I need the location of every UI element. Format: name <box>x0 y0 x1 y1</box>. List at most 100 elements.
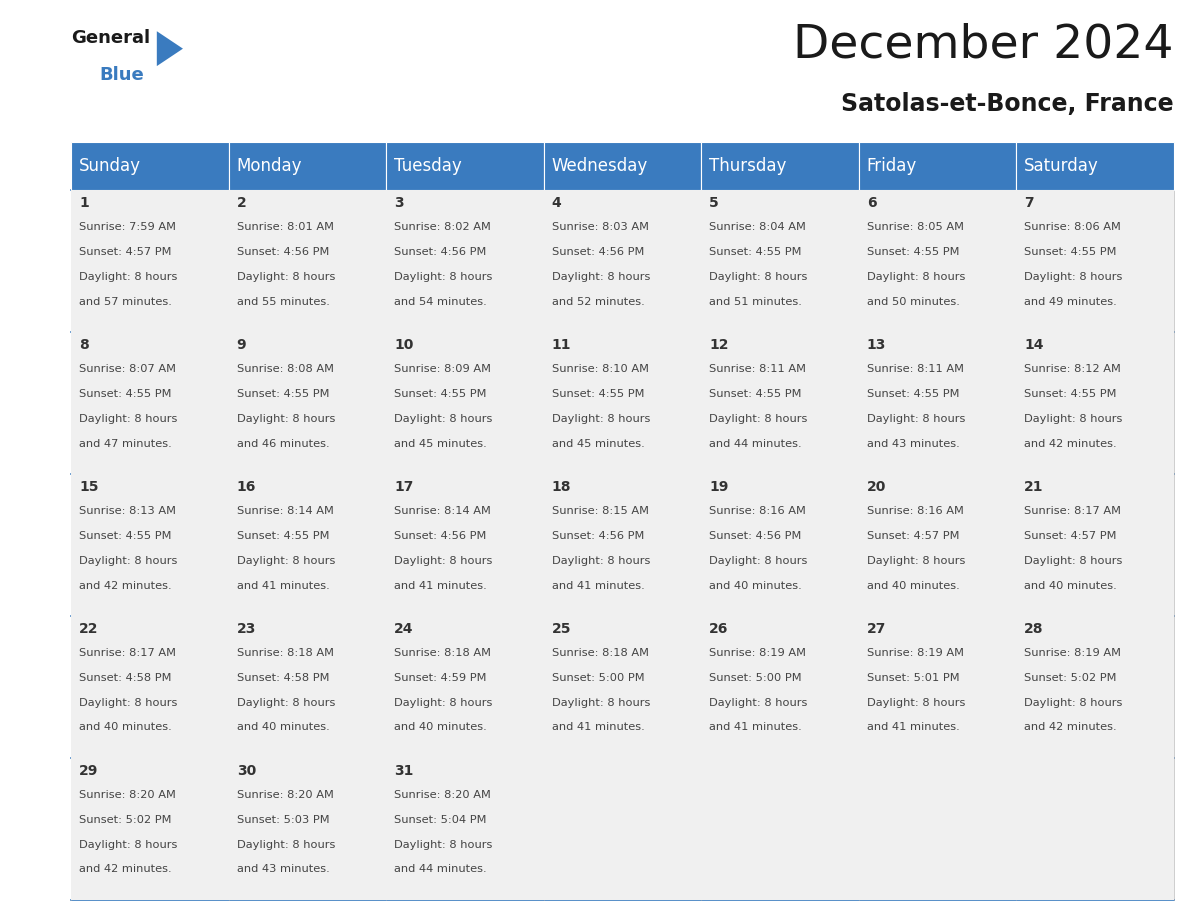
Text: Sunset: 4:57 PM: Sunset: 4:57 PM <box>866 531 959 541</box>
Text: and 41 minutes.: and 41 minutes. <box>551 580 644 590</box>
Text: Sunset: 4:56 PM: Sunset: 4:56 PM <box>394 531 487 541</box>
Text: and 54 minutes.: and 54 minutes. <box>394 297 487 307</box>
Text: Sunset: 4:55 PM: Sunset: 4:55 PM <box>1024 389 1117 399</box>
Text: Sunrise: 8:03 AM: Sunrise: 8:03 AM <box>551 222 649 232</box>
Text: and 45 minutes.: and 45 minutes. <box>551 439 644 449</box>
Text: and 43 minutes.: and 43 minutes. <box>236 865 329 874</box>
Text: Sunset: 5:03 PM: Sunset: 5:03 PM <box>236 814 329 824</box>
Text: and 40 minutes.: and 40 minutes. <box>1024 580 1117 590</box>
Text: Daylight: 8 hours: Daylight: 8 hours <box>80 272 177 282</box>
Text: Sunrise: 8:20 AM: Sunrise: 8:20 AM <box>80 789 176 800</box>
Text: 15: 15 <box>80 480 99 494</box>
Text: 19: 19 <box>709 480 728 494</box>
Text: Sunrise: 7:59 AM: Sunrise: 7:59 AM <box>80 222 176 232</box>
Text: Daylight: 8 hours: Daylight: 8 hours <box>1024 698 1123 708</box>
Text: December 2024: December 2024 <box>794 23 1174 68</box>
Text: 11: 11 <box>551 339 571 353</box>
Text: Sunrise: 8:08 AM: Sunrise: 8:08 AM <box>236 364 334 374</box>
Text: Blue: Blue <box>100 66 145 84</box>
Text: 6: 6 <box>866 196 877 210</box>
Text: Sunrise: 8:06 AM: Sunrise: 8:06 AM <box>1024 222 1121 232</box>
Text: 17: 17 <box>394 480 413 494</box>
Text: Sunrise: 8:17 AM: Sunrise: 8:17 AM <box>1024 506 1121 516</box>
Text: Daylight: 8 hours: Daylight: 8 hours <box>1024 555 1123 565</box>
Text: Sunset: 4:55 PM: Sunset: 4:55 PM <box>866 247 959 257</box>
Text: 16: 16 <box>236 480 257 494</box>
Text: Sunset: 4:59 PM: Sunset: 4:59 PM <box>394 673 487 683</box>
Text: 18: 18 <box>551 480 571 494</box>
Text: Sunday: Sunday <box>80 157 141 175</box>
Text: Friday: Friday <box>866 157 917 175</box>
Text: and 42 minutes.: and 42 minutes. <box>1024 439 1117 449</box>
Text: Sunset: 4:58 PM: Sunset: 4:58 PM <box>236 673 329 683</box>
Text: Daylight: 8 hours: Daylight: 8 hours <box>866 272 965 282</box>
Text: Sunrise: 8:07 AM: Sunrise: 8:07 AM <box>80 364 176 374</box>
Text: and 41 minutes.: and 41 minutes. <box>551 722 644 733</box>
Text: and 55 minutes.: and 55 minutes. <box>236 297 329 307</box>
Text: and 41 minutes.: and 41 minutes. <box>394 580 487 590</box>
Text: Daylight: 8 hours: Daylight: 8 hours <box>709 414 808 424</box>
Text: 1: 1 <box>80 196 89 210</box>
Text: Sunset: 5:04 PM: Sunset: 5:04 PM <box>394 814 487 824</box>
Text: Sunrise: 8:16 AM: Sunrise: 8:16 AM <box>866 506 963 516</box>
Text: and 46 minutes.: and 46 minutes. <box>236 439 329 449</box>
Text: 8: 8 <box>80 339 89 353</box>
Text: and 41 minutes.: and 41 minutes. <box>866 722 960 733</box>
Text: Sunrise: 8:04 AM: Sunrise: 8:04 AM <box>709 222 805 232</box>
Text: and 52 minutes.: and 52 minutes. <box>551 297 644 307</box>
Text: Daylight: 8 hours: Daylight: 8 hours <box>236 555 335 565</box>
Text: 2: 2 <box>236 196 246 210</box>
Text: 25: 25 <box>551 622 571 636</box>
Text: Sunset: 4:55 PM: Sunset: 4:55 PM <box>866 389 959 399</box>
Text: Daylight: 8 hours: Daylight: 8 hours <box>1024 414 1123 424</box>
Text: Sunset: 4:55 PM: Sunset: 4:55 PM <box>80 389 171 399</box>
Text: Sunset: 4:56 PM: Sunset: 4:56 PM <box>236 247 329 257</box>
Text: Sunset: 4:57 PM: Sunset: 4:57 PM <box>1024 531 1117 541</box>
Text: Sunrise: 8:12 AM: Sunrise: 8:12 AM <box>1024 364 1121 374</box>
Text: Sunset: 5:02 PM: Sunset: 5:02 PM <box>80 814 171 824</box>
Text: Sunrise: 8:02 AM: Sunrise: 8:02 AM <box>394 222 491 232</box>
Text: Daylight: 8 hours: Daylight: 8 hours <box>80 555 177 565</box>
Text: Sunrise: 8:10 AM: Sunrise: 8:10 AM <box>551 364 649 374</box>
Text: Daylight: 8 hours: Daylight: 8 hours <box>394 698 493 708</box>
Text: Daylight: 8 hours: Daylight: 8 hours <box>551 555 650 565</box>
Text: and 44 minutes.: and 44 minutes. <box>709 439 802 449</box>
Text: Sunset: 4:57 PM: Sunset: 4:57 PM <box>80 247 171 257</box>
Text: Sunrise: 8:15 AM: Sunrise: 8:15 AM <box>551 506 649 516</box>
Text: and 40 minutes.: and 40 minutes. <box>236 722 329 733</box>
Text: Daylight: 8 hours: Daylight: 8 hours <box>551 414 650 424</box>
Text: and 45 minutes.: and 45 minutes. <box>394 439 487 449</box>
Text: and 49 minutes.: and 49 minutes. <box>1024 297 1117 307</box>
Text: and 40 minutes.: and 40 minutes. <box>80 722 172 733</box>
Text: Daylight: 8 hours: Daylight: 8 hours <box>551 272 650 282</box>
Text: and 41 minutes.: and 41 minutes. <box>709 722 802 733</box>
Text: Sunrise: 8:13 AM: Sunrise: 8:13 AM <box>80 506 176 516</box>
Text: Sunset: 5:01 PM: Sunset: 5:01 PM <box>866 673 959 683</box>
Text: Daylight: 8 hours: Daylight: 8 hours <box>80 840 177 849</box>
Text: 21: 21 <box>1024 480 1043 494</box>
Text: Sunset: 4:55 PM: Sunset: 4:55 PM <box>551 389 644 399</box>
Text: Tuesday: Tuesday <box>394 157 462 175</box>
Text: 7: 7 <box>1024 196 1034 210</box>
Text: Daylight: 8 hours: Daylight: 8 hours <box>80 414 177 424</box>
Text: Sunrise: 8:09 AM: Sunrise: 8:09 AM <box>394 364 491 374</box>
Text: Sunrise: 8:16 AM: Sunrise: 8:16 AM <box>709 506 805 516</box>
Text: and 57 minutes.: and 57 minutes. <box>80 297 172 307</box>
Text: Sunset: 4:56 PM: Sunset: 4:56 PM <box>709 531 802 541</box>
Text: Sunrise: 8:11 AM: Sunrise: 8:11 AM <box>709 364 807 374</box>
Text: 22: 22 <box>80 622 99 636</box>
Text: and 44 minutes.: and 44 minutes. <box>394 865 487 874</box>
Text: Sunrise: 8:18 AM: Sunrise: 8:18 AM <box>551 648 649 658</box>
Text: Daylight: 8 hours: Daylight: 8 hours <box>236 698 335 708</box>
Text: Sunset: 4:56 PM: Sunset: 4:56 PM <box>394 247 487 257</box>
Text: and 47 minutes.: and 47 minutes. <box>80 439 172 449</box>
Text: 26: 26 <box>709 622 728 636</box>
Text: Sunrise: 8:18 AM: Sunrise: 8:18 AM <box>236 648 334 658</box>
Text: and 42 minutes.: and 42 minutes. <box>1024 722 1117 733</box>
Text: Daylight: 8 hours: Daylight: 8 hours <box>866 555 965 565</box>
Text: 13: 13 <box>866 339 886 353</box>
Text: Daylight: 8 hours: Daylight: 8 hours <box>394 840 493 849</box>
Text: 14: 14 <box>1024 339 1043 353</box>
Text: and 50 minutes.: and 50 minutes. <box>866 297 960 307</box>
Text: 5: 5 <box>709 196 719 210</box>
